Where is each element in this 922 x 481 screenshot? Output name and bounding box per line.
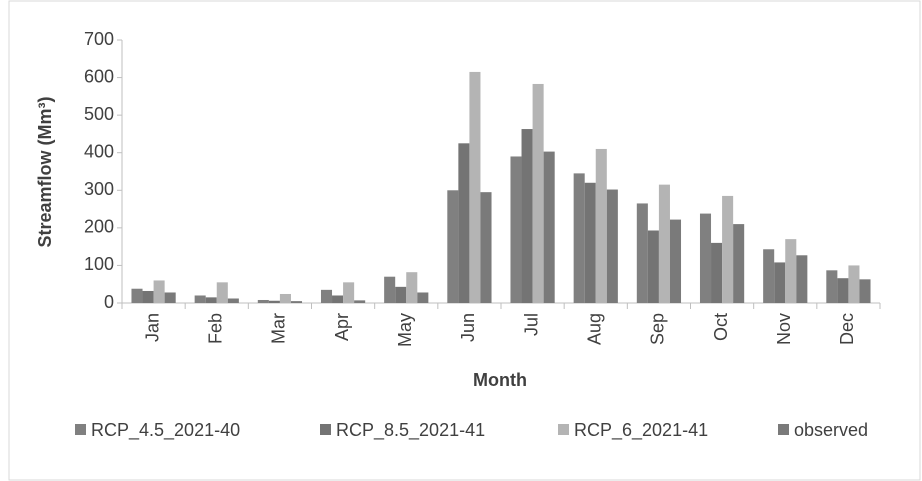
y-tick-label: 200 [84, 217, 114, 237]
bar [216, 282, 228, 303]
x-tick-label: Jul [521, 313, 541, 336]
bar [142, 290, 154, 303]
bar [711, 242, 723, 303]
bar [153, 280, 165, 303]
x-tick-label: Oct [711, 313, 731, 341]
bar [268, 300, 280, 303]
y-tick-label: 500 [84, 104, 114, 124]
bar [722, 195, 734, 303]
bar [796, 255, 808, 303]
bar [699, 213, 712, 303]
bar [848, 265, 860, 303]
legend-swatch [778, 424, 789, 435]
bar [859, 279, 871, 303]
bar [343, 282, 355, 303]
bar [469, 71, 481, 303]
bar [447, 190, 459, 303]
x-tick-label: Dec [837, 313, 857, 345]
bar [257, 299, 269, 303]
legend-swatch [75, 424, 86, 435]
bar [417, 292, 429, 303]
legend-label: RCP_6_2021-41 [574, 420, 708, 441]
bar [458, 143, 470, 303]
y-tick-label: 700 [84, 29, 114, 49]
bar [636, 203, 648, 303]
x-tick-label: Feb [206, 313, 226, 344]
x-tick-label: May [395, 313, 415, 347]
x-axis-title: Month [473, 370, 527, 390]
bar [395, 286, 407, 303]
legend-swatch [558, 424, 569, 435]
chart-border [8, 0, 921, 481]
x-tick-label: Apr [332, 313, 352, 341]
bar [733, 224, 745, 303]
bar [290, 301, 303, 303]
x-tick-label: Jun [458, 313, 478, 342]
bar [194, 295, 206, 303]
legend-label: RCP_4.5_2021-40 [91, 420, 240, 441]
bar [227, 298, 239, 303]
bar [774, 262, 786, 303]
bar [543, 151, 555, 303]
bar [164, 292, 176, 303]
bar [480, 192, 492, 303]
bar [606, 189, 618, 303]
x-tick-label: Sep [648, 313, 668, 345]
bar [785, 239, 797, 303]
bar [510, 156, 522, 303]
bar [669, 219, 682, 303]
bar [384, 276, 396, 303]
legend-label: observed [794, 420, 868, 440]
y-tick-label: 400 [84, 141, 114, 161]
y-tick-label: 0 [104, 292, 114, 312]
bar [521, 129, 533, 303]
bar [826, 270, 838, 303]
bar [406, 272, 418, 303]
bar [584, 182, 596, 303]
x-tick-label: Aug [585, 313, 605, 345]
bar [573, 173, 585, 303]
bar [532, 83, 544, 303]
y-tick-label: 300 [84, 179, 114, 199]
y-tick-label: 100 [84, 254, 114, 274]
legend-label: RCP_8.5_2021-41 [336, 420, 485, 441]
bar [332, 295, 344, 303]
x-tick-label: Jan [142, 313, 162, 342]
y-tick-label: 600 [84, 66, 114, 86]
bar [763, 249, 775, 303]
bar [354, 300, 366, 303]
x-tick-label: Mar [269, 313, 289, 344]
y-axis-title: Streamflow (Mm³) [35, 96, 55, 247]
bar [279, 293, 291, 303]
bar [837, 278, 849, 303]
bar [595, 148, 607, 303]
x-tick-label: Nov [774, 313, 794, 345]
bar [205, 297, 217, 303]
legend-swatch [320, 424, 331, 435]
bar [131, 288, 143, 303]
bar [647, 230, 659, 303]
bar [658, 184, 670, 303]
bar [320, 289, 333, 303]
